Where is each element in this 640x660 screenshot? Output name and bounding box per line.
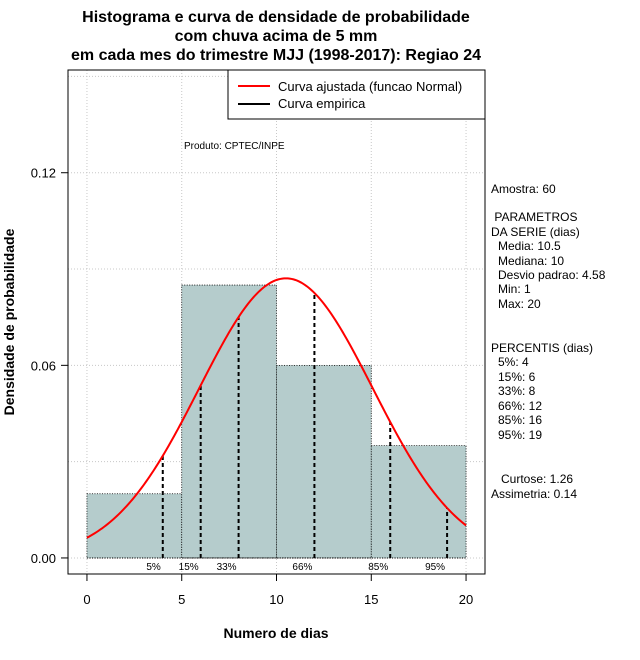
param-min: Min: 1 [498, 282, 531, 296]
param-max: Max: 20 [498, 297, 541, 311]
legend-box [227, 69, 486, 120]
percentile-label: 85% [368, 562, 388, 573]
param-median: Mediana: 10 [498, 254, 564, 268]
title-line-3: em cada mes do trimestre MJJ (1998-2017)… [71, 47, 481, 64]
percentile-label: 5% [146, 562, 161, 573]
params-header-2: DA SERIE (dias) [491, 225, 580, 239]
histogram-bar [181, 284, 277, 559]
param-mean: Media: 10.5 [498, 239, 561, 253]
percentil-33: 33%: 8 [498, 384, 536, 398]
legend-empirical-label: Curva empirica [278, 96, 366, 111]
y-axis-label: Densidade de probabilidade [1, 228, 17, 415]
x-tick-label: 20 [459, 592, 473, 607]
percentil-85: 85%: 16 [498, 413, 542, 427]
producer-label: Produto: CPTEC/INPE [184, 141, 285, 152]
histogram-bar [370, 445, 467, 559]
percentil-95: 95%: 19 [498, 428, 542, 442]
y-tick-label: 0.06 [31, 358, 56, 373]
x-tick-label: 15 [364, 592, 378, 607]
percentile-label: 15% [179, 562, 199, 573]
y-axis: 0.00 0.06 0.12 [31, 166, 69, 566]
x-axis-label: Numero de dias [223, 625, 328, 641]
params-header-1: PARAMETROS [491, 210, 577, 224]
y-tick-label: 0.12 [31, 166, 56, 181]
fitted-normal-curve [86, 277, 467, 539]
y-tick-label: 0.00 [31, 551, 56, 566]
histogram-bar [276, 364, 372, 559]
histogram-bars [86, 284, 467, 559]
kurtosis: Curtose: 1.26 [501, 472, 573, 486]
percentil-5: 5%: 4 [498, 355, 529, 369]
sample-size: Amostra: 60 [491, 182, 556, 196]
percentile-label: 95% [425, 562, 445, 573]
percentile-label: 66% [292, 562, 312, 573]
skewness: Assimetria: 0.14 [491, 487, 577, 501]
x-tick-label: 0 [83, 592, 90, 607]
fitted-curve [86, 277, 467, 539]
percentile-label: 33% [217, 562, 237, 573]
percentil-66: 66%: 12 [498, 399, 542, 413]
chart-title: Histograma e curva de densidade de proba… [71, 9, 481, 64]
percentis-header: PERCENTIS (dias) [491, 341, 593, 355]
stats-panel: Amostra: 60 PARAMETROS DA SERIE (dias) M… [491, 182, 606, 501]
histogram-bar [86, 493, 183, 559]
param-sd: Desvio padrao: 4.58 [498, 268, 606, 282]
x-tick-label: 5 [178, 592, 185, 607]
percentil-15: 15%: 6 [498, 370, 536, 384]
legend: Curva ajustada (funcao Normal) Curva emp… [227, 69, 486, 120]
title-line-2: com chuva acima de 5 mm [175, 28, 378, 45]
x-axis: 0 5 10 15 20 [83, 573, 473, 607]
x-tick-label: 10 [269, 592, 283, 607]
title-line-1: Histograma e curva de densidade de proba… [82, 9, 470, 26]
legend-fitted-label: Curva ajustada (funcao Normal) [278, 79, 462, 94]
percentile-labels: 5% 15% 33% 66% 85% 95% [146, 562, 445, 573]
percentile-lines [161, 292, 449, 558]
